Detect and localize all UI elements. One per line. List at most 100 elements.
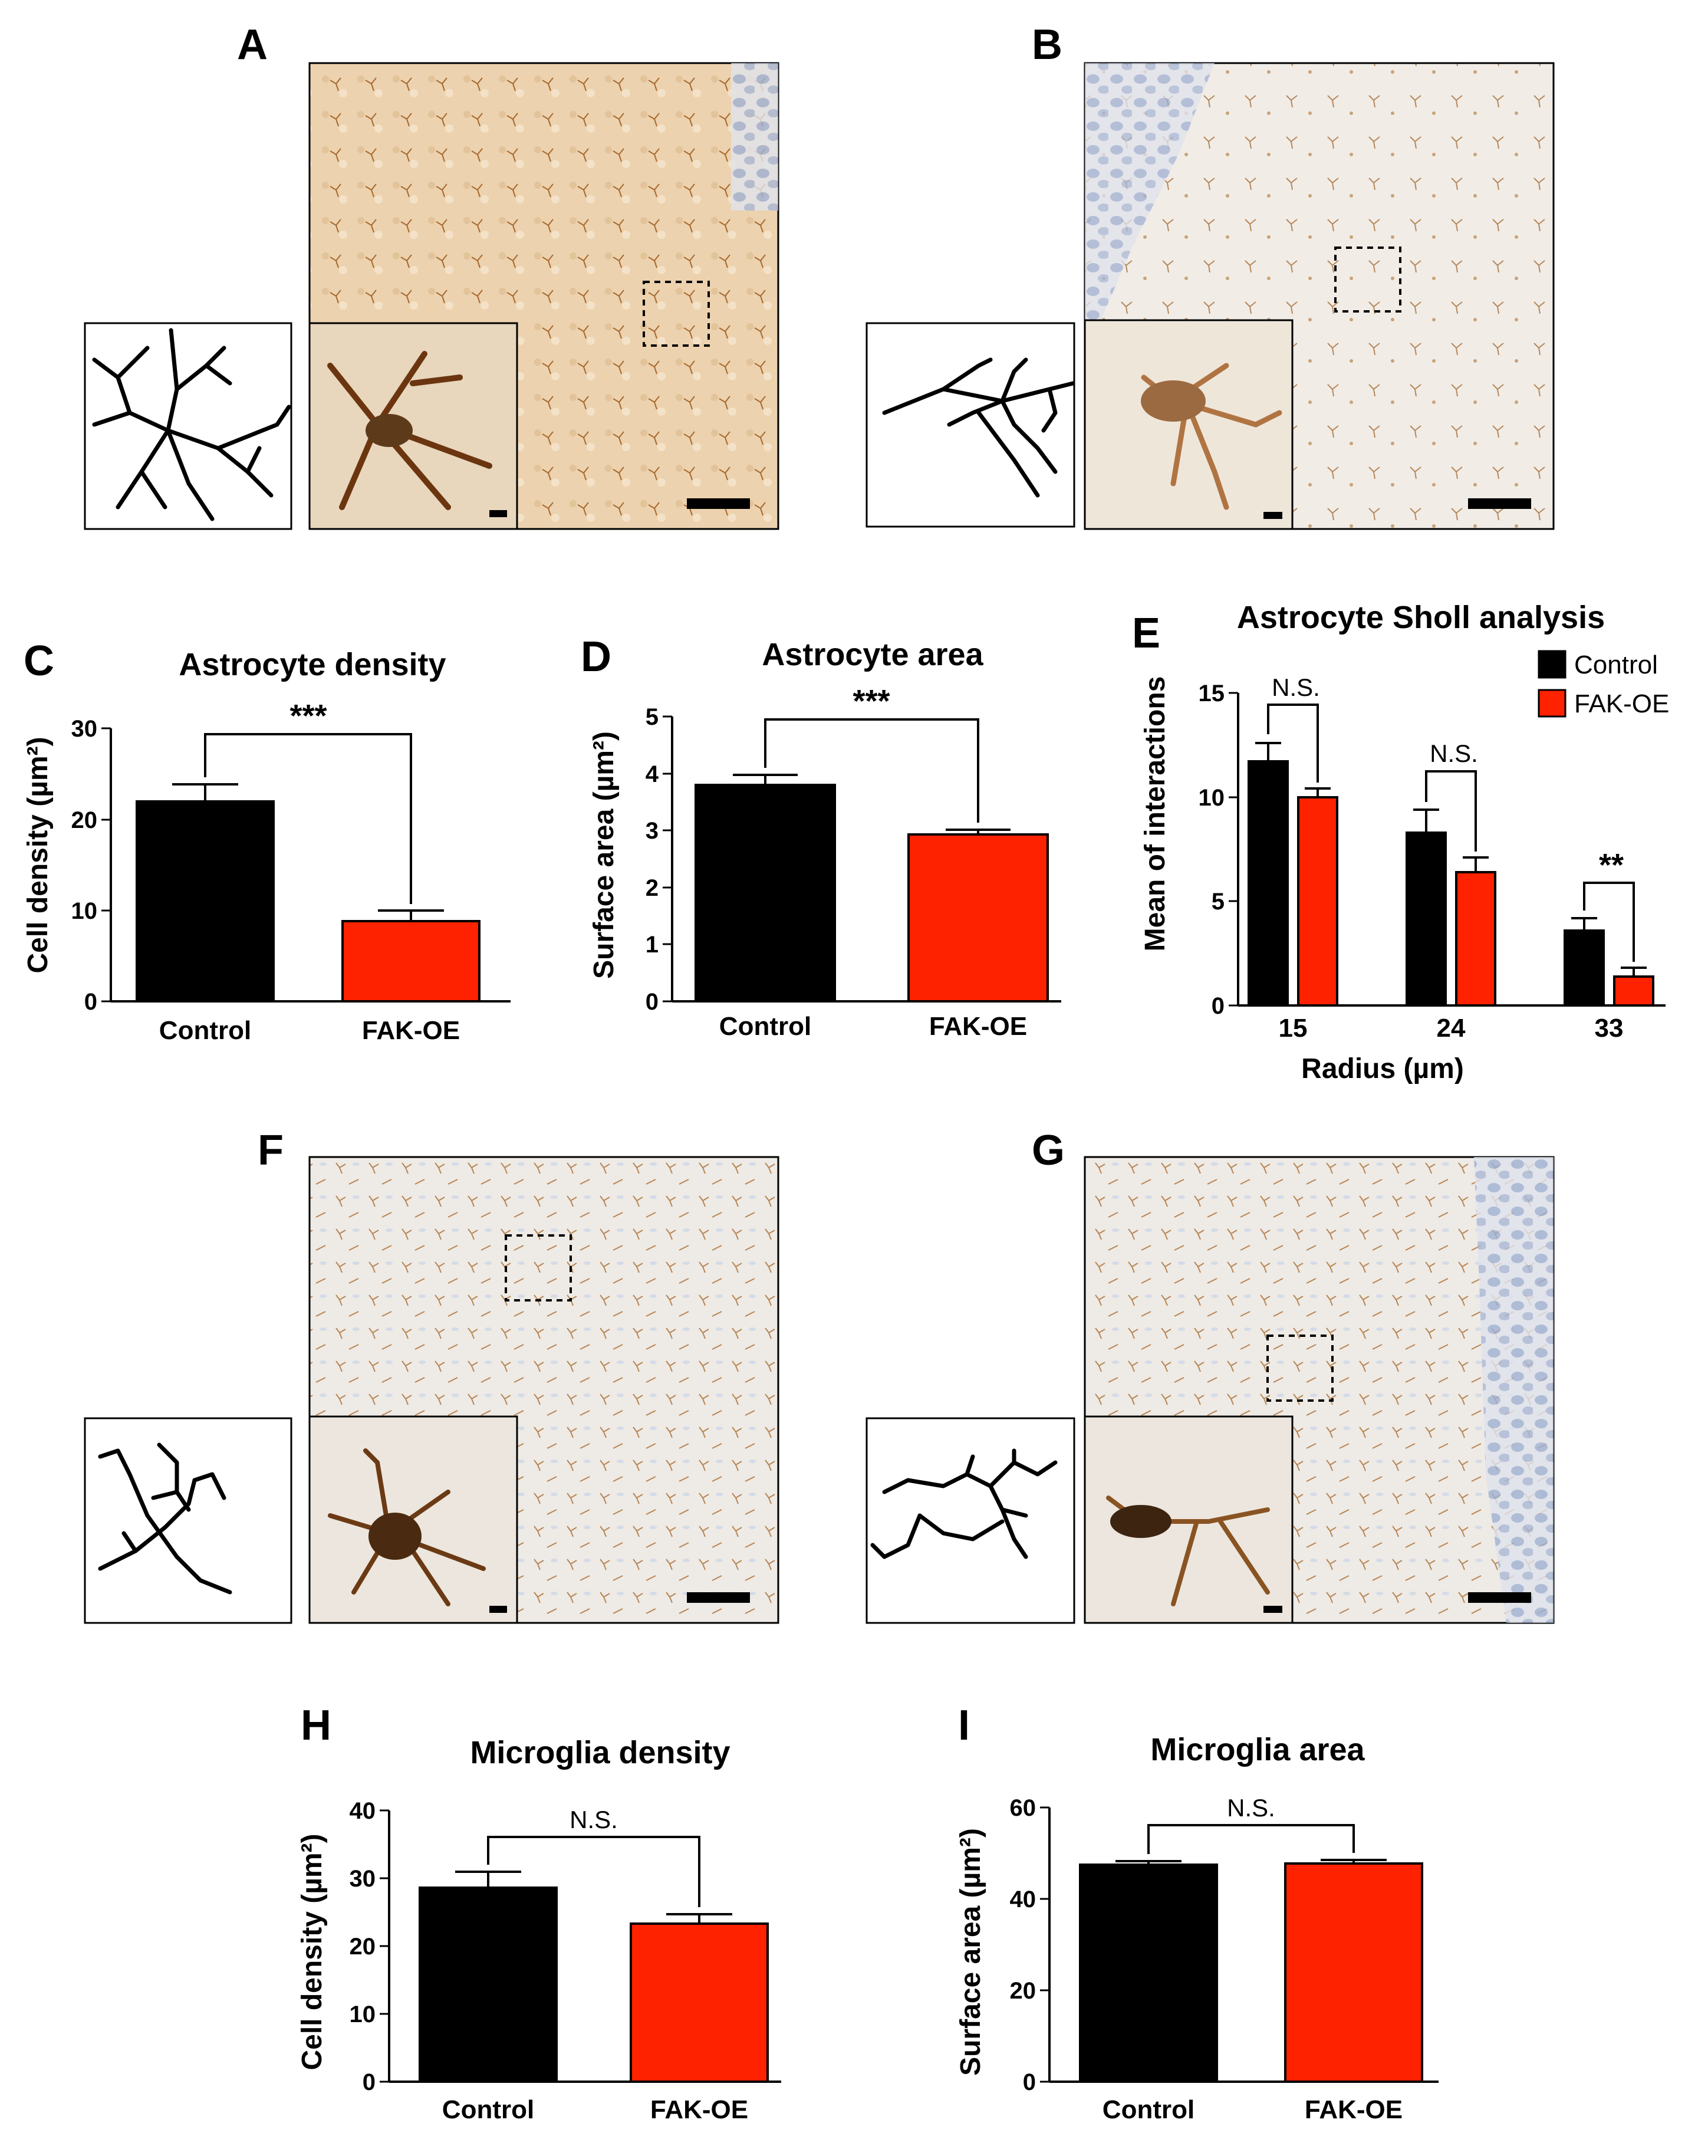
panel-g-micrograph [865, 1156, 1555, 1624]
astrocyte-tracing [92, 328, 291, 521]
panel-f-micrograph [84, 1156, 779, 1624]
y-axis-label: Cell density (µm²) [297, 1833, 328, 2070]
bar [341, 920, 481, 1003]
legend: Control FAK-OE [1538, 650, 1669, 718]
astrocyte-zoom-cell [1141, 363, 1282, 510]
panel-letter-g: G [1032, 1127, 1065, 1174]
tracing-inset [865, 322, 1075, 528]
y-tick-1: 5 [1212, 889, 1238, 915]
y-tick-2: 20 [71, 807, 111, 833]
scale-bar [1468, 1592, 1531, 1603]
y-tick-0: 0 [363, 2069, 389, 2095]
bar [1564, 929, 1605, 1007]
chart-e: E Astrocyte Sholl analysis Mean of inter… [1132, 600, 1669, 1084]
zoom-region-box [505, 1234, 572, 1302]
y-tick-label: 2 [646, 875, 659, 901]
category-label-fak-oe: FAK-OE [1305, 2095, 1403, 2124]
bar [136, 800, 275, 1003]
panel-a-micrograph [84, 62, 779, 530]
legend-label-control: Control [1574, 650, 1658, 679]
significance-bracket-15 [1267, 704, 1319, 783]
tracing-inset [865, 1417, 1075, 1624]
bar-fak-oe [907, 829, 1049, 1003]
inset-scale-bar [1263, 1606, 1282, 1613]
nuclei-band [1085, 63, 1215, 354]
y-tick-2: 20 [350, 1934, 389, 1960]
y-tick-label: 5 [646, 704, 659, 730]
y-tick-label: 10 [350, 2001, 376, 2027]
y-tick-label: 3 [646, 818, 659, 844]
y-axis-label: Surface area (µm²) [588, 731, 620, 979]
bar [1248, 760, 1289, 1007]
y-tick-label: 0 [1212, 993, 1225, 1019]
microglia-tracing [870, 1448, 1058, 1559]
zoom-inset [308, 322, 518, 530]
chart-title: Astrocyte area [762, 637, 983, 672]
bar-fak-oe-33 [1613, 967, 1654, 1007]
zoom-region-box [643, 281, 710, 347]
y-tick-3: 15 [1199, 681, 1238, 706]
bar-control [1079, 1860, 1218, 2083]
significance-label-15: N.S. [1272, 673, 1320, 701]
bar [630, 1922, 769, 2083]
y-tick-3: 30 [350, 1866, 389, 1892]
bar-fak-oe [630, 1913, 769, 2083]
significance-label: N.S. [1227, 1794, 1275, 1822]
microglia-soma [1110, 1505, 1171, 1538]
y-tick-label: 0 [363, 2069, 376, 2095]
bar [1079, 1864, 1218, 2083]
y-tick-label: 60 [1010, 1795, 1036, 1821]
panel-letter-a: A [237, 21, 268, 68]
bar [1455, 871, 1496, 1007]
bar [1613, 975, 1654, 1007]
y-tick-5: 5 [646, 704, 672, 730]
y-tick-1: 10 [71, 898, 111, 924]
category-label-24: 24 [1437, 1014, 1466, 1043]
legend-swatch-control [1538, 650, 1567, 679]
panel-letter-f: F [258, 1127, 284, 1174]
bar-control-24 [1406, 808, 1447, 1007]
chart-h: H Microglia density Cell density (µm²) 0… [297, 1702, 781, 2124]
y-tick-2: 10 [1199, 785, 1238, 811]
y-tick-0: 0 [1023, 2069, 1049, 2095]
bar [1297, 796, 1338, 1007]
panel-letter-d: D [581, 633, 611, 681]
significance-label: N.S. [570, 1806, 618, 1833]
y-tick-3: 3 [646, 818, 672, 844]
scale-bar [687, 498, 750, 509]
significance-label: *** [853, 683, 890, 719]
y-axis-label: Surface area (µm²) [955, 1828, 986, 2076]
bar-fak-oe-24 [1455, 856, 1496, 1007]
y-tick-4: 4 [646, 761, 672, 787]
bar [419, 1886, 558, 2083]
y-axis-label: Cell density (µm²) [22, 737, 54, 973]
y-tick-label: 30 [71, 716, 98, 742]
zoom-region-box [1266, 1335, 1334, 1402]
y-tick-label: 20 [71, 807, 98, 833]
bar [1406, 831, 1447, 1007]
y-tick-0: 0 [1212, 993, 1238, 1019]
y-tick-label: 40 [350, 1798, 376, 1824]
bar-fak-oe [1284, 1859, 1423, 2083]
y-tick-label: 5 [1212, 889, 1225, 915]
nuclei-band [731, 63, 778, 211]
chart-i: I Microglia area Surface area (µm²) 0 20… [955, 1702, 1439, 2124]
category-label-15: 15 [1279, 1014, 1308, 1043]
y-tick-label: 1 [646, 932, 659, 958]
microglia-tracing [98, 1442, 232, 1595]
tracing-inset [84, 322, 292, 530]
legend-label-fak-oe: FAK-OE [1574, 689, 1669, 718]
y-tick-label: 10 [1199, 785, 1225, 811]
y-tick-label: 20 [350, 1934, 376, 1960]
y-tick-label: 20 [1010, 1978, 1036, 2004]
y-tick-3: 30 [71, 716, 111, 742]
category-label-fak-oe: FAK-OE [650, 2095, 748, 2124]
y-tick-1: 1 [646, 932, 672, 958]
bar [1284, 1862, 1423, 2083]
y-tick-4: 40 [350, 1798, 389, 1824]
y-tick-3: 60 [1010, 1795, 1049, 1821]
astrocyte-soma [366, 414, 413, 447]
chart-title: Astrocyte Sholl analysis [1237, 600, 1605, 635]
x-axis-label: Radius (µm) [1301, 1053, 1464, 1084]
